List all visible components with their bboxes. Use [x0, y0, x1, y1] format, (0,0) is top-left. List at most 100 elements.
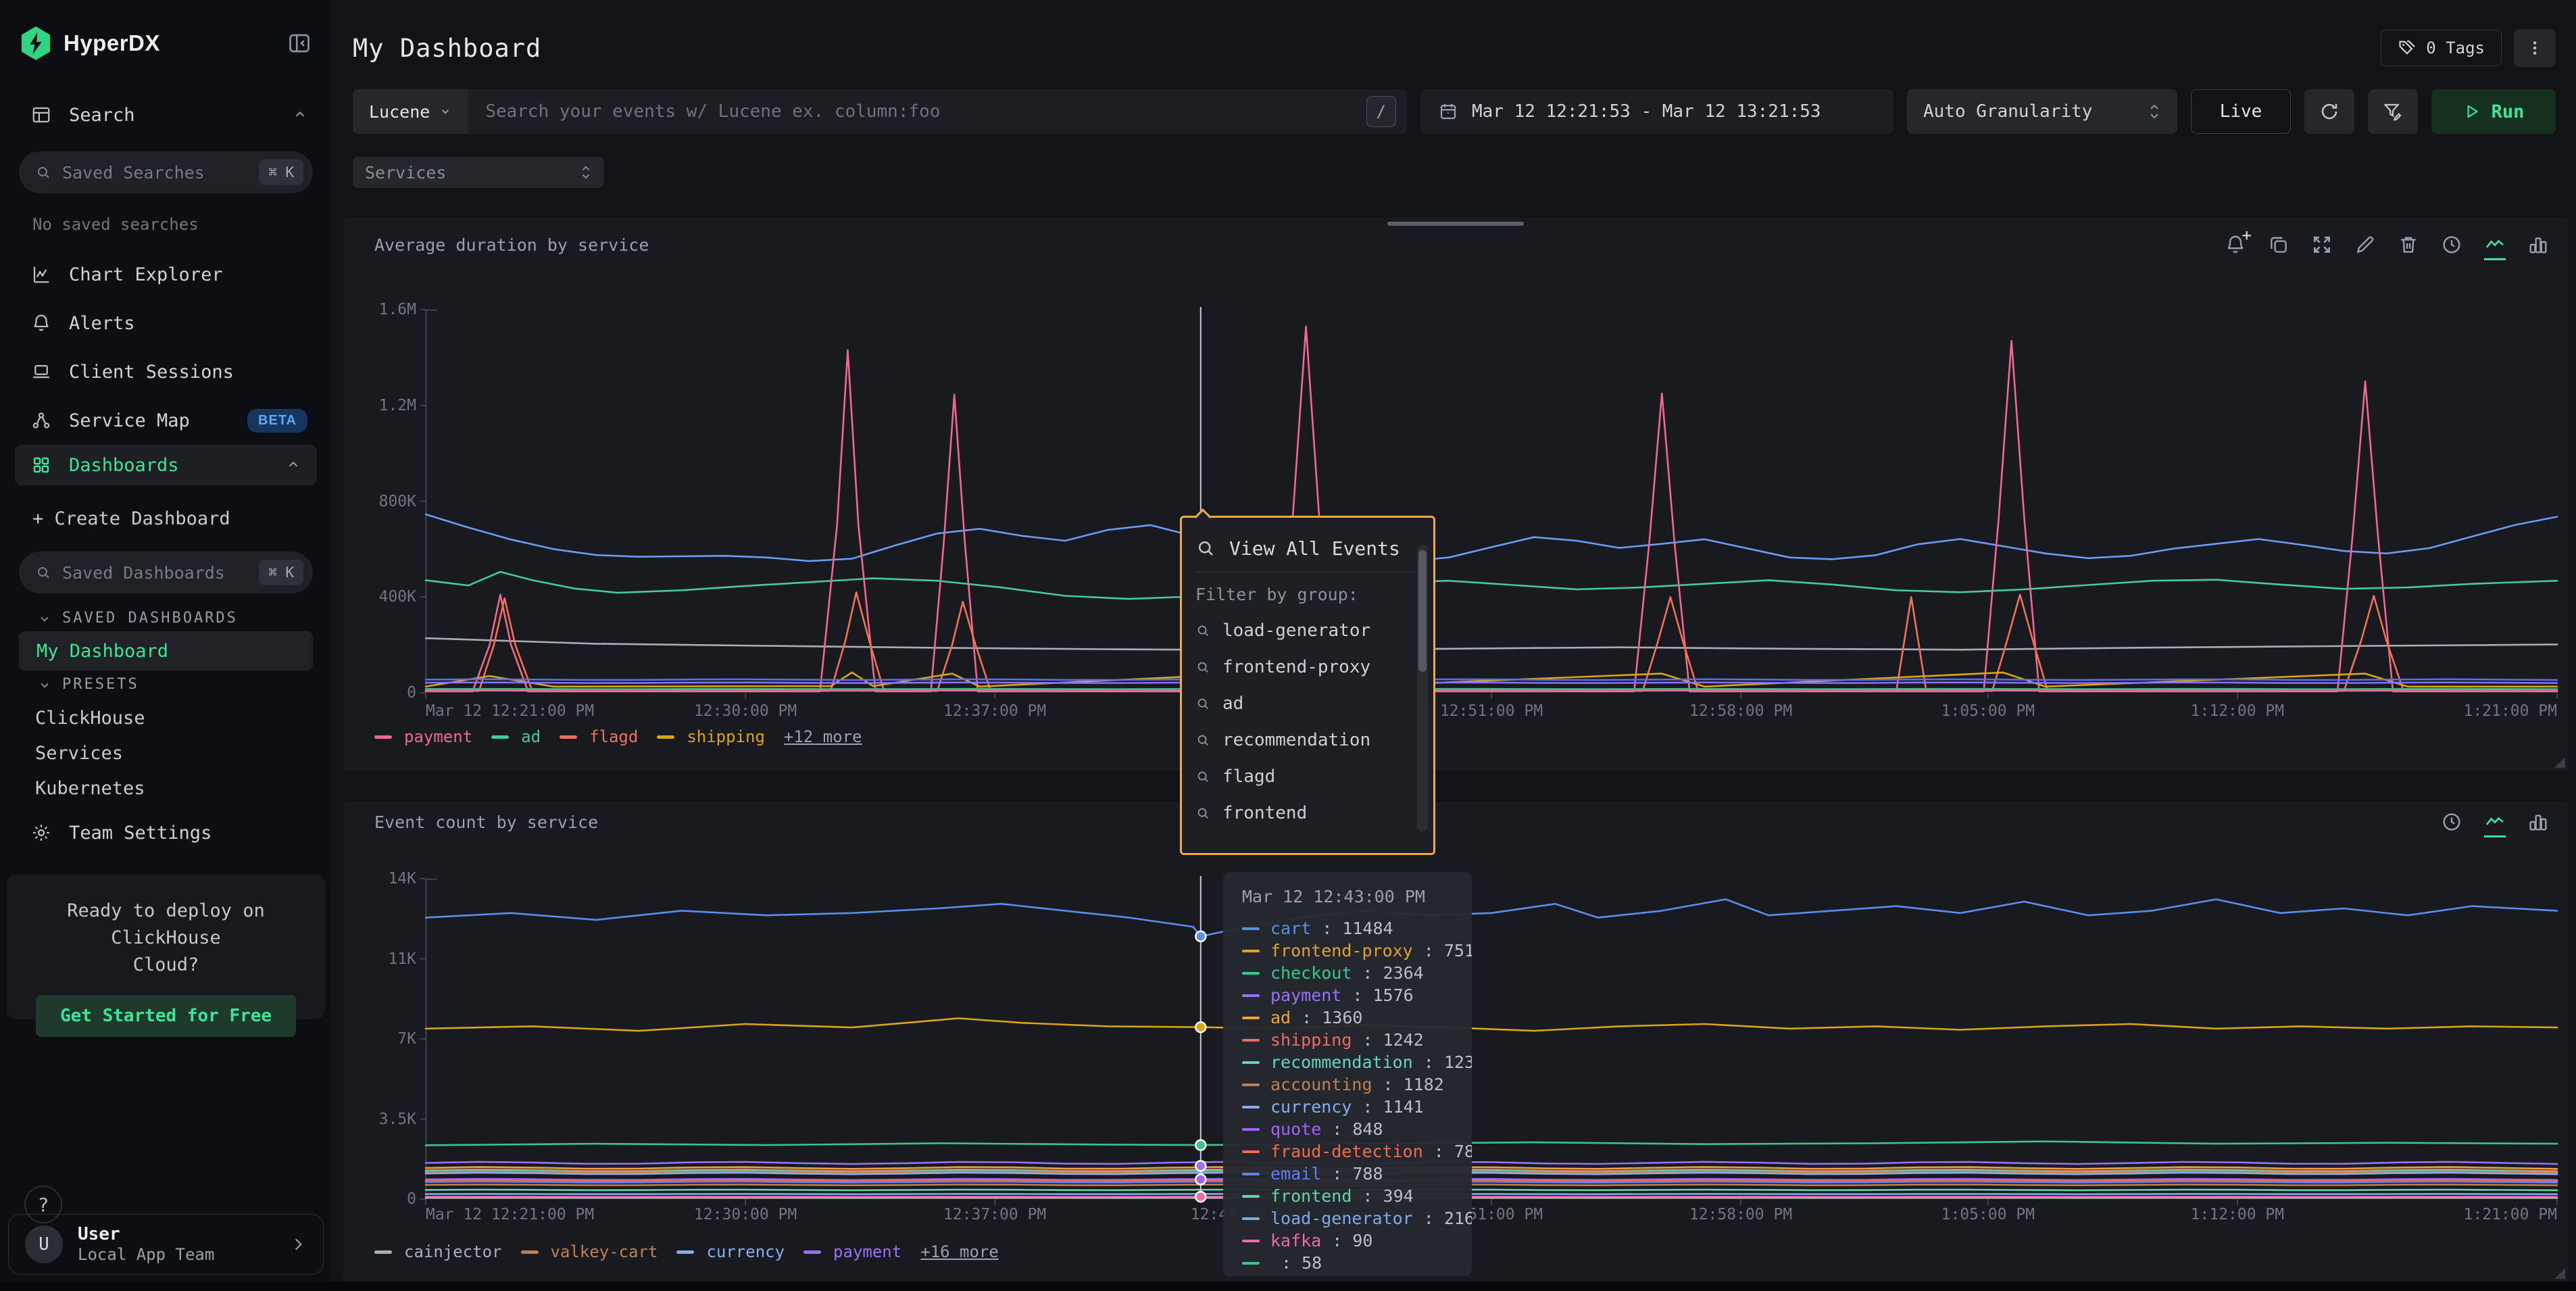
- chart-plot-area[interactable]: [420, 876, 2558, 1205]
- avatar: U: [25, 1225, 63, 1263]
- tooltip-series-name: shipping: [1270, 1030, 1352, 1050]
- date-range-picker[interactable]: Mar 12 12:21:53 - Mar 12 13:21:53: [1420, 89, 1893, 134]
- sidebar-item-clickhouse[interactable]: ClickHouse: [35, 702, 145, 734]
- sidebar-item-service-map[interactable]: Service Map BETA: [31, 401, 307, 439]
- language-select[interactable]: Lucene: [353, 89, 468, 134]
- more-menu-button[interactable]: [2514, 29, 2556, 67]
- saved-searches-field[interactable]: [62, 162, 249, 182]
- group-filter-item[interactable]: recommendation: [1195, 722, 1420, 758]
- chevron-updown-icon: [580, 164, 592, 180]
- kubernetes-label: Kubernetes: [35, 777, 145, 799]
- sidebar-item-dashboards[interactable]: Dashboards: [15, 445, 317, 485]
- search-icon: [1195, 696, 1210, 711]
- tooltip-series-value: : 216: [1423, 1209, 1472, 1228]
- saved-dashboards-input[interactable]: ⌘ K: [19, 552, 313, 593]
- panel-resize-handle[interactable]: [2554, 757, 2565, 768]
- tags-button[interactable]: 0 Tags: [2381, 30, 2502, 66]
- clickhouse-label: ClickHouse: [35, 707, 145, 729]
- sidebar-collapse-icon[interactable]: [283, 27, 316, 59]
- time-icon[interactable]: [2441, 811, 2462, 833]
- tooltip-series-value: : 788: [1433, 1142, 1472, 1161]
- user-menu[interactable]: U User Local App Team: [8, 1214, 324, 1275]
- saved-dashboards-field[interactable]: [62, 562, 249, 583]
- bar-chart-icon[interactable]: [2527, 234, 2549, 255]
- legend-label[interactable]: shipping: [687, 727, 765, 746]
- group-filter-item[interactable]: flagd: [1195, 758, 1420, 795]
- clickhouse-cloud-promo: Ready to deploy on ClickHouse Cloud? Get…: [7, 875, 325, 1037]
- get-started-button[interactable]: Get Started for Free: [35, 995, 297, 1037]
- sidebar-item-search[interactable]: Search: [31, 100, 307, 130]
- run-button[interactable]: Run: [2431, 89, 2556, 134]
- duplicate-icon[interactable]: [2268, 234, 2289, 255]
- bar-chart-icon[interactable]: [2527, 811, 2549, 833]
- delete-icon[interactable]: [2398, 234, 2419, 255]
- tooltip-series-value: : 848: [1332, 1119, 1383, 1139]
- group-filter-item[interactable]: load-generator: [1195, 612, 1420, 649]
- expand-icon[interactable]: [2311, 234, 2333, 255]
- legend-label[interactable]: ad: [521, 727, 541, 746]
- sidebar-item-services[interactable]: Services: [35, 737, 123, 769]
- chevron-up-icon[interactable]: [293, 107, 307, 122]
- group-filter-label: recommendation: [1222, 730, 1371, 750]
- tooltip-swatch: [1242, 1217, 1260, 1220]
- chevron-up-icon[interactable]: [286, 458, 301, 472]
- x-tick-label: 12:58:00 PM: [1689, 702, 1793, 720]
- refresh-icon: [2321, 103, 2337, 120]
- x-axis-labels: Mar 12 12:21:00 PM 12:30:00 PM 12:37:00 PM…: [426, 702, 2557, 723]
- dashboards-icon: [31, 455, 51, 475]
- sidebar-item-my-dashboard[interactable]: My Dashboard: [19, 631, 313, 671]
- search-section-icon: [31, 105, 51, 125]
- create-dashboard-button[interactable]: + Create Dashboard: [32, 508, 230, 529]
- search-icon: [1195, 733, 1210, 748]
- legend-more-link[interactable]: +12 more: [783, 727, 862, 746]
- sidebar-item-team-settings[interactable]: Team Settings: [31, 814, 307, 852]
- popup-scrollbar[interactable]: [1417, 545, 1428, 831]
- section-saved-dashboards[interactable]: SAVED DASHBOARDS: [38, 610, 238, 627]
- view-all-events-button[interactable]: View All Events: [1195, 529, 1420, 568]
- group-filter-item[interactable]: frontend-proxy: [1195, 649, 1420, 685]
- y-tick-label: 3.5K: [378, 1110, 416, 1128]
- line-chart-icon[interactable]: [2484, 811, 2506, 837]
- legend-more-link[interactable]: +16 more: [920, 1242, 999, 1261]
- add-alert-icon[interactable]: [2225, 226, 2252, 255]
- tooltip-series-name: frontend-proxy: [1270, 941, 1413, 960]
- legend-label[interactable]: valkey-cart: [550, 1242, 658, 1261]
- chart-plot-area[interactable]: [420, 307, 2558, 699]
- date-range-value: Mar 12 12:21:53 - Mar 12 13:21:53: [1472, 101, 1821, 122]
- time-icon[interactable]: [2441, 234, 2462, 255]
- granularity-select[interactable]: Auto Granularity: [1907, 89, 2177, 134]
- live-button[interactable]: Live: [2191, 89, 2291, 134]
- filter-bar: Lucene / Mar 12 12:21:53 - Mar 12 13:21:…: [353, 89, 2556, 134]
- services-filter-select[interactable]: Services: [353, 157, 604, 188]
- sidebar-item-chart-explorer[interactable]: Chart Explorer: [31, 255, 307, 293]
- my-dashboard-label: My Dashboard: [36, 640, 169, 662]
- sidebar-item-client-sessions[interactable]: Client Sessions: [31, 353, 307, 391]
- sidebar-item-kubernetes[interactable]: Kubernetes: [35, 772, 145, 804]
- popup-scrollbar-thumb[interactable]: [1418, 550, 1427, 672]
- help-button[interactable]: ?: [24, 1186, 62, 1223]
- refresh-button[interactable]: [2304, 89, 2354, 134]
- legend-label[interactable]: currency: [706, 1242, 785, 1261]
- group-filter-item[interactable]: ad: [1195, 685, 1420, 722]
- filter-edit-button[interactable]: [2368, 89, 2418, 134]
- y-tick-label: 7K: [397, 1030, 416, 1048]
- saved-searches-input[interactable]: ⌘ K: [19, 151, 313, 193]
- tooltip-swatch: [1242, 1016, 1260, 1019]
- event-search-input[interactable]: [468, 89, 1366, 134]
- edit-icon[interactable]: [2354, 234, 2376, 255]
- legend-label[interactable]: flagd: [589, 727, 639, 746]
- legend-label[interactable]: payment: [833, 1242, 902, 1261]
- legend-label[interactable]: payment: [404, 727, 473, 746]
- user-name: User: [78, 1224, 120, 1244]
- filter-by-group-label: Filter by group:: [1195, 585, 1358, 604]
- sidebar-item-alerts[interactable]: Alerts: [31, 304, 307, 342]
- x-tick-label: 12:30:00 PM: [693, 702, 797, 720]
- panel-resize-handle[interactable]: [2554, 1268, 2565, 1279]
- line-chart-icon[interactable]: [2484, 234, 2506, 260]
- legend-label[interactable]: cainjector: [404, 1242, 502, 1261]
- service-map-icon: [31, 410, 51, 431]
- section-presets[interactable]: PRESETS: [38, 676, 139, 693]
- group-filter-label: ad: [1222, 693, 1244, 714]
- panel-drag-handle[interactable]: [1387, 222, 1524, 226]
- group-filter-item[interactable]: frontend: [1195, 795, 1420, 831]
